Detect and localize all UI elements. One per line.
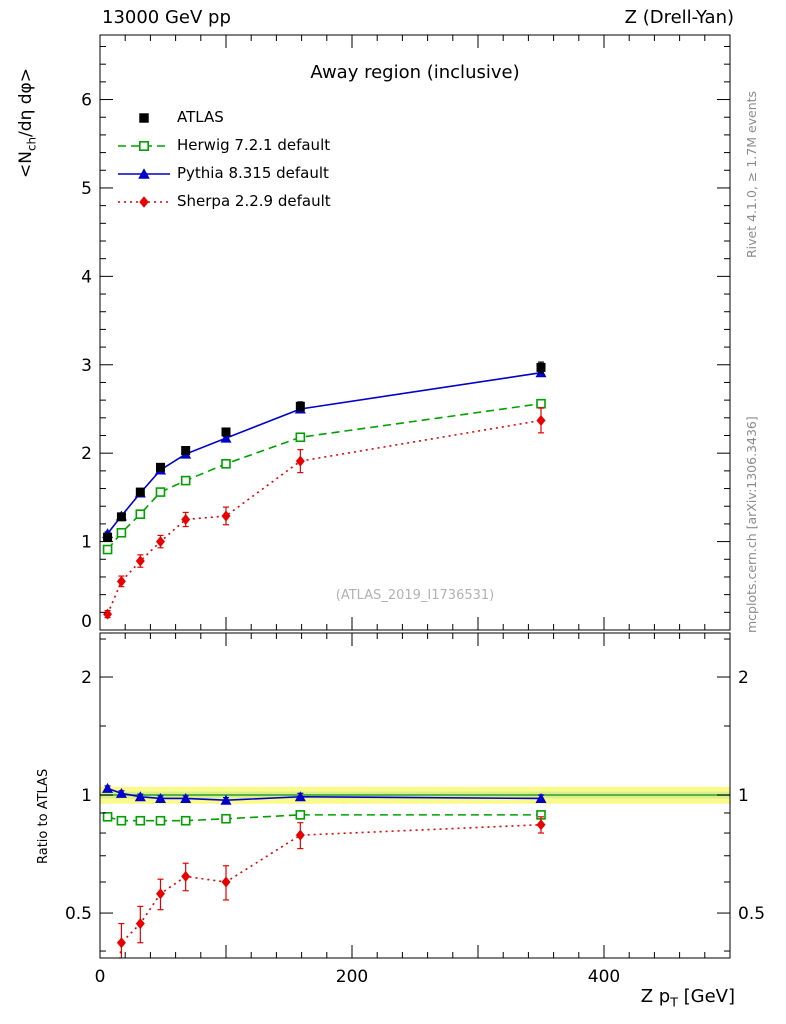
svg-text:2: 2 [738,668,749,688]
beam-energy-label: 13000 GeV pp [102,7,231,28]
legend-label-sherpa: Sherpa 2.2.9 default [177,192,331,210]
legend-label-pythia: Pythia 8.315 default [177,164,329,182]
svg-text:1: 1 [81,533,92,553]
mcplots-reference-note: mcplots.cern.ch [arXiv:1306.3436] [744,416,759,633]
legend-label-atlas: ATLAS [177,108,224,126]
x-axis-title-post: [GeV] [677,986,735,1007]
analysis-watermark: (ATLAS_2019_I1736531) [335,588,495,603]
ratio-y-axis-title: Ratio to ATLAS [36,768,51,864]
sherpa-2-2-9-default-series-main [103,407,546,620]
pythia-8-315-default-series-main [102,367,547,539]
rivet-version-note: Rivet 4.1.0, ≥ 1.7M events [744,90,759,258]
svg-text:1: 1 [738,786,749,806]
main-panel-border [99,34,731,631]
legend-label-herwig: Herwig 7.2.1 default [177,136,331,154]
y-axis-title: <Nch/dη dφ> [16,68,38,178]
herwig-7-2-1-default-series-ratio [102,810,546,826]
sherpa-2-2-9-default-series-ratio [116,816,546,958]
svg-text:0: 0 [81,612,92,632]
legend-samples [118,113,170,208]
svg-text:0.5: 0.5 [738,904,765,924]
svg-text:4: 4 [81,267,92,287]
svg-text:2: 2 [81,668,92,688]
x-axis-title-sub: T [670,994,678,1010]
plot-title: Away region (inclusive) [310,62,520,83]
svg-text:0.5: 0.5 [65,904,92,924]
svg-text:3: 3 [81,356,92,376]
y-axis-title-sub: ch [24,136,39,152]
herwig-7-2-1-default-series-main [102,398,546,555]
x-axis-title: Z pT [GeV] [641,986,735,1010]
svg-text:0: 0 [95,967,106,987]
atlas-series-main [103,361,546,542]
svg-text:5: 5 [81,179,92,199]
x-axis-title-pre: Z p [640,986,671,1007]
y-axis-title-post: /dη dφ> [16,68,36,137]
svg-text:400: 400 [588,967,620,987]
process-label: Z (Drell-Yan) [624,7,734,28]
pythia-8-315-default-series-ratio [102,782,547,805]
svg-text:200: 200 [336,967,368,987]
svg-text:6: 6 [81,91,92,111]
svg-text:2: 2 [81,444,92,464]
ratio-uncertainty-band [100,786,730,804]
y-axis-title-pre: <N [16,151,36,178]
svg-text:1: 1 [81,786,92,806]
